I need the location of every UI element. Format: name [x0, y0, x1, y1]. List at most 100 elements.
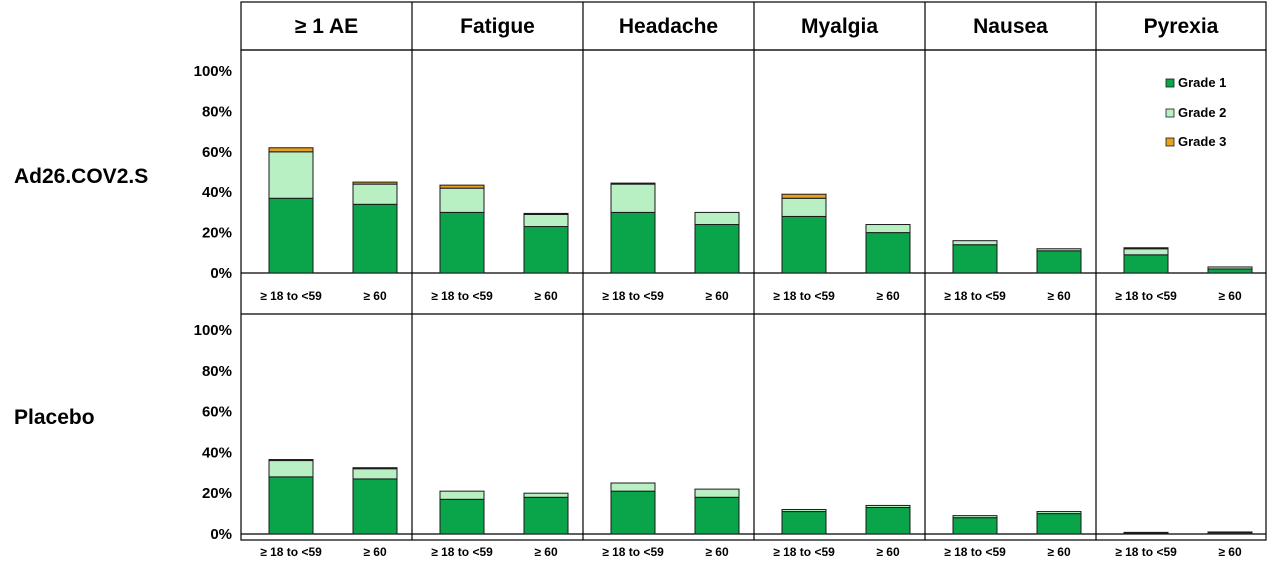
y-tick-label: 100% [194, 322, 232, 339]
column-header-2: Headache [619, 15, 718, 38]
bar-segment-g3 [439, 184, 485, 189]
bar-segment-g3 [610, 182, 656, 185]
y-tick-label: 40% [202, 444, 232, 461]
y-tick-label: 20% [202, 225, 232, 242]
y-tick-label: 0% [210, 526, 232, 543]
column-header-1: Fatigue [460, 15, 535, 38]
bar-segment-g2 [352, 183, 398, 205]
legend-swatch-1 [1165, 108, 1175, 118]
bar-segment-g1 [268, 197, 314, 274]
column-header-0: ≥ 1 AE [295, 15, 358, 38]
x-tick-label: ≥ 60 [876, 289, 900, 303]
column-header-3: Myalgia [801, 15, 878, 38]
row-label-1: Placebo [14, 406, 95, 429]
bar-segment-g2 [952, 515, 998, 519]
bar-segment-g3 [781, 193, 827, 199]
x-tick-label: ≥ 18 to <59 [773, 289, 835, 303]
bar-segment-g1 [1123, 254, 1169, 274]
bar-segment-g2 [1123, 248, 1169, 256]
x-tick-label: ≥ 18 to <59 [1115, 545, 1177, 559]
bar-segment-g1 [1036, 250, 1082, 274]
bar-segment-g3 [268, 459, 314, 462]
bar-segment-g2 [694, 488, 740, 498]
bar-segment-g2 [1036, 248, 1082, 252]
bar-segment-g1 [865, 506, 911, 535]
bar-segment-g2 [610, 482, 656, 492]
y-tick-label: 20% [202, 485, 232, 502]
y-tick-label: 60% [202, 404, 232, 421]
bar-segment-g1 [352, 478, 398, 535]
x-tick-label: ≥ 18 to <59 [431, 545, 493, 559]
bar-segment-g2 [523, 213, 569, 228]
x-tick-label: ≥ 60 [705, 289, 729, 303]
bar-segment-g2 [439, 187, 485, 213]
bar-segment-g2 [865, 504, 911, 508]
bar-segment-g2 [610, 183, 656, 213]
bar-segment-g1 [610, 211, 656, 274]
bar-segment-g2 [439, 490, 485, 500]
bar-segment-g3 [523, 212, 569, 215]
bar-segment-g2 [1207, 531, 1253, 534]
x-tick-label: ≥ 18 to <59 [602, 289, 664, 303]
x-tick-label: ≥ 60 [876, 545, 900, 559]
x-tick-label: ≥ 18 to <59 [602, 545, 664, 559]
x-tick-label: ≥ 60 [534, 545, 558, 559]
bar-segment-g2 [781, 197, 827, 217]
x-tick-label: ≥ 18 to <59 [944, 289, 1006, 303]
bar-segment-g2 [268, 460, 314, 478]
bar-segment-g1 [865, 232, 911, 274]
bar-segment-g1 [694, 496, 740, 535]
x-tick-label: ≥ 60 [1218, 545, 1242, 559]
bar-segment-g1 [952, 244, 998, 274]
bar-segment-g1 [610, 490, 656, 535]
bar-segment-g1 [952, 517, 998, 535]
bar-segment-g1 [694, 224, 740, 274]
bar-segment-g2 [781, 509, 827, 513]
bar-segment-g1 [268, 476, 314, 535]
legend-label-2: Grade 3 [1178, 134, 1226, 149]
column-header-5: Pyrexia [1144, 15, 1219, 38]
x-tick-label: ≥ 60 [534, 289, 558, 303]
legend-label-1: Grade 2 [1178, 105, 1226, 120]
y-tick-label: 80% [202, 363, 232, 380]
bar-segment-g2 [523, 492, 569, 498]
x-tick-label: ≥ 18 to <59 [260, 545, 322, 559]
x-tick-label: ≥ 60 [705, 545, 729, 559]
bar-segment-g2 [1036, 511, 1082, 515]
bar-segment-g3 [1123, 247, 1169, 250]
y-tick-label: 100% [194, 63, 232, 80]
bar-segment-g1 [781, 215, 827, 274]
bar-segment-g1 [523, 226, 569, 274]
bar-segment-g3 [352, 181, 398, 185]
bar-segment-g1 [352, 203, 398, 274]
bar-segment-g1 [781, 511, 827, 535]
legend-swatch-0 [1165, 78, 1175, 88]
legend-swatch-2 [1165, 137, 1175, 147]
bar-segment-g2 [268, 151, 314, 199]
bar-segment-g1 [1036, 513, 1082, 535]
legend-label-0: Grade 1 [1178, 75, 1226, 90]
x-tick-label: ≥ 18 to <59 [1115, 289, 1177, 303]
bar-segment-g2 [352, 468, 398, 480]
x-tick-label: ≥ 18 to <59 [944, 545, 1006, 559]
bar-segment-g2 [694, 211, 740, 226]
bar-segment-g3 [268, 147, 314, 153]
bar-segment-g3 [352, 467, 398, 470]
bar-segment-g2 [952, 240, 998, 246]
bar-segment-g2 [1207, 266, 1253, 270]
bar-segment-g1 [439, 211, 485, 274]
x-tick-label: ≥ 18 to <59 [773, 545, 835, 559]
x-tick-label: ≥ 60 [1047, 545, 1071, 559]
x-tick-label: ≥ 60 [363, 289, 387, 303]
row-label-0: Ad26.COV2.S [14, 165, 148, 188]
bar-segment-g1 [1207, 268, 1253, 274]
bar-segment-g2 [865, 224, 911, 234]
x-tick-label: ≥ 60 [363, 545, 387, 559]
y-tick-label: 80% [202, 103, 232, 120]
y-tick-label: 60% [202, 144, 232, 161]
x-tick-label: ≥ 18 to <59 [260, 289, 322, 303]
column-header-4: Nausea [973, 15, 1048, 38]
x-tick-label: ≥ 60 [1047, 289, 1071, 303]
bar-segment-g1 [439, 498, 485, 535]
y-tick-label: 0% [210, 265, 232, 282]
